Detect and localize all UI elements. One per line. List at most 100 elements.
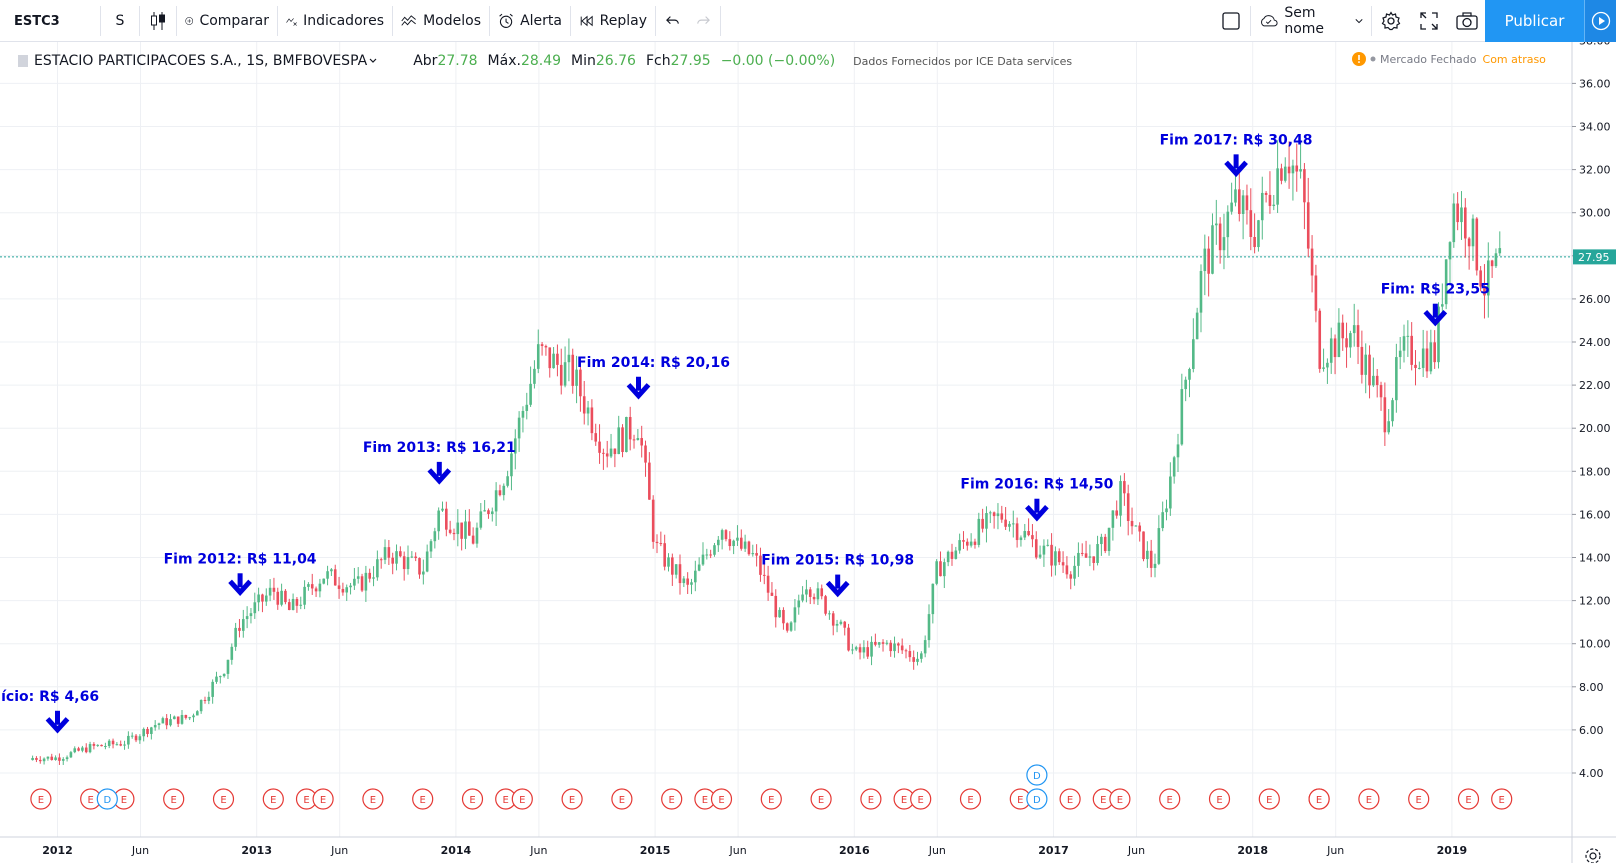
candle-body [1448, 242, 1452, 260]
price-tick-label: 8.00 [1579, 681, 1604, 694]
candle-body [923, 640, 927, 654]
publish-button[interactable]: Publicar [1485, 0, 1584, 42]
candle-body [1318, 310, 1322, 369]
candle-body [1069, 574, 1073, 579]
candle-body [1490, 260, 1494, 267]
compare-button[interactable]: Comparar [177, 0, 277, 42]
candle-body [356, 576, 360, 579]
candle-body [1222, 237, 1226, 251]
candle-body [1034, 539, 1038, 558]
candle-body [1387, 421, 1390, 433]
symbol-label: ESTC3 [14, 13, 60, 29]
toolbar-divider [100, 6, 101, 36]
svg-text:E: E [669, 795, 675, 806]
candle-body [1157, 528, 1161, 564]
candle-body [598, 441, 601, 453]
candle-body [854, 647, 858, 650]
candle-body [985, 513, 988, 529]
svg-text:E: E [1465, 795, 1471, 806]
candle-body [874, 641, 877, 645]
candle-body [862, 647, 866, 653]
publish-options-button[interactable] [1584, 0, 1616, 42]
replay-button[interactable]: Replay [571, 0, 655, 42]
candle-body [801, 594, 804, 601]
candle-body [1364, 354, 1368, 375]
candle-body [1360, 346, 1364, 375]
candle-body [988, 512, 992, 514]
settings-button[interactable] [1372, 0, 1410, 42]
series-title[interactable]: ESTACIO PARTICIPACOES S.A., 1S, BMFBOVES… [34, 53, 368, 69]
earnings-event-icon: E [1308, 788, 1330, 810]
candle-body [468, 521, 471, 536]
fullscreen-toggle-button[interactable] [1212, 0, 1250, 42]
redo-button[interactable] [688, 0, 718, 42]
earnings-event-icon: E [810, 788, 832, 810]
candle-body [617, 427, 621, 455]
price-tick-label: 36.00 [1579, 77, 1611, 90]
undo-button[interactable] [658, 0, 688, 42]
svg-text:E: E [702, 795, 708, 806]
svg-text:E: E [1117, 795, 1123, 806]
annotation-label: Fim 2012: R$ 11,04 [164, 551, 317, 567]
candle-body [379, 559, 383, 561]
interval-button[interactable]: S [101, 0, 139, 42]
candle-body [843, 621, 847, 628]
candle-body [839, 621, 843, 624]
chevron-down-icon[interactable] [369, 58, 377, 64]
candle-body [1467, 238, 1471, 247]
candle-body [1245, 195, 1249, 211]
price-tick-label: 4.00 [1579, 767, 1604, 780]
indicators-button[interactable]: Indicadores [278, 0, 392, 42]
candle-body [1230, 202, 1233, 212]
candle-body [35, 757, 38, 760]
price-annotation: Fim 2017: R$ 30,48 [1160, 132, 1313, 178]
candle-body [1207, 248, 1210, 274]
candle-body [464, 521, 467, 539]
candle-body [173, 716, 176, 720]
chart-style-button[interactable] [140, 0, 176, 42]
snapshot-button[interactable] [1448, 0, 1486, 42]
warning-icon[interactable] [1352, 52, 1366, 66]
annotation-label: Início: R$ 4,66 [0, 689, 99, 705]
time-tick-label: 2014 [441, 844, 472, 857]
candle-body [307, 584, 310, 587]
svg-text:E: E [1100, 795, 1106, 806]
candle-body [107, 740, 111, 747]
candle-body [65, 757, 69, 760]
price-annotation: Fim 2016: R$ 14,50 [960, 477, 1114, 522]
svg-text:E: E [1067, 795, 1073, 806]
arrow-down-icon [626, 376, 651, 400]
candle-body [142, 728, 145, 737]
candle-body [234, 627, 237, 647]
price-chart[interactable]: EEEEEEEEEEEEEEEEEEEEEEEEEEEEEEEEEEEEEDDD… [0, 42, 1616, 863]
candle-body [1398, 350, 1402, 358]
candle-body [1161, 512, 1164, 529]
templates-button[interactable]: Modelos [393, 0, 489, 42]
candle-body [1291, 165, 1295, 174]
time-scale: 2012 Jun 2013 Jun 2014 Jun 2015 Jun 2016 Jun 2017 J… [42, 844, 1467, 857]
collapse-icon[interactable] [18, 55, 28, 67]
candle-body [264, 595, 268, 602]
symbol-search[interactable]: ESTC3 [0, 0, 100, 42]
candle-body [1126, 493, 1130, 521]
candle-body [1176, 444, 1180, 458]
alert-button[interactable]: Alerta [490, 0, 570, 42]
gear-icon [1381, 11, 1401, 31]
earnings-event-icon: E [710, 788, 733, 810]
price-tick-label: 32.00 [1579, 164, 1611, 177]
candle-body [1329, 338, 1333, 363]
candle-body [877, 642, 881, 645]
candle-body [996, 513, 1000, 517]
candle-body [571, 354, 575, 386]
fullscreen-button[interactable] [1410, 0, 1448, 42]
layout-menu-button[interactable]: Sem nome [1251, 0, 1371, 42]
candle-body [1203, 248, 1207, 272]
earnings-event-icon: E [959, 788, 982, 810]
candle-body [1460, 207, 1463, 223]
svg-text:E: E [1216, 795, 1222, 806]
candle-body [935, 561, 938, 584]
earnings-event-icon: E [1159, 788, 1181, 810]
svg-text:E: E [619, 795, 625, 806]
chart-settings-button[interactable] [1585, 848, 1601, 863]
candle-body [713, 545, 716, 555]
